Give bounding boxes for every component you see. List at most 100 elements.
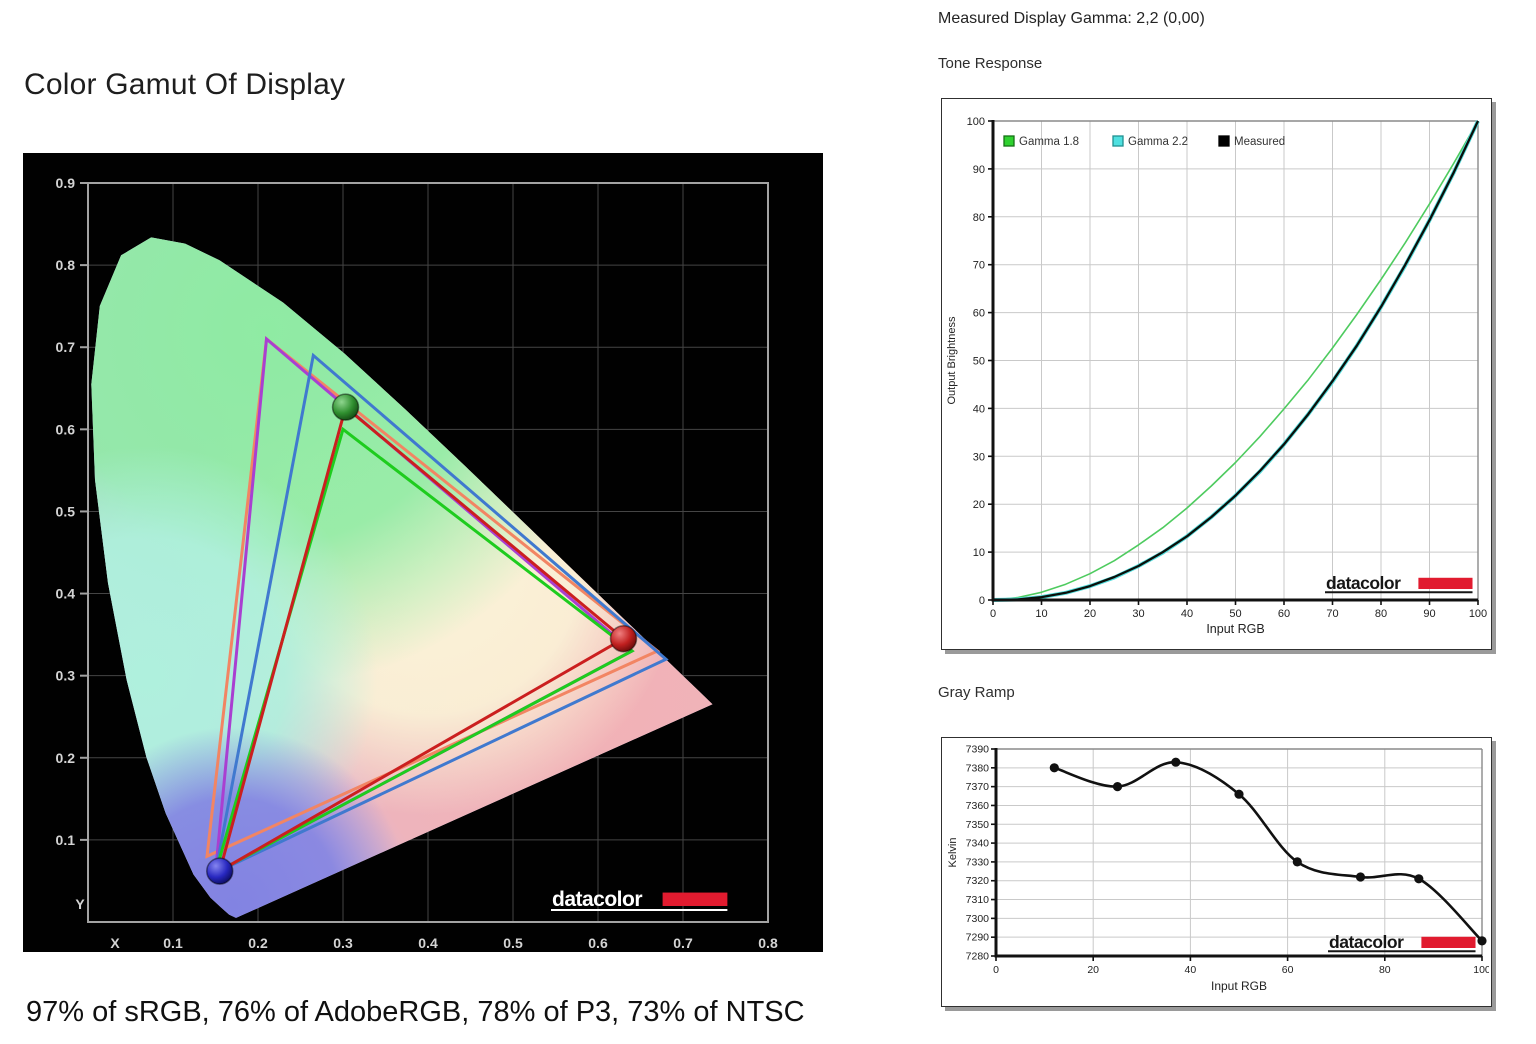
gray-ramp-title: Gray Ramp (938, 684, 1015, 701)
svg-text:50: 50 (1229, 608, 1241, 620)
legend-label-gamma-2-2: Gamma 2.2 (1128, 136, 1188, 148)
legend-label-gamma-1-8: Gamma 1.8 (1019, 136, 1079, 148)
svg-text:0.1: 0.1 (163, 935, 183, 951)
marker-blue-primary (206, 857, 234, 885)
svg-text:0.3: 0.3 (56, 668, 76, 684)
svg-text:90: 90 (973, 164, 985, 176)
svg-text:7370: 7370 (966, 781, 990, 793)
svg-text:90: 90 (1423, 608, 1435, 620)
svg-text:0.5: 0.5 (56, 503, 76, 519)
logo-red-bar (1418, 577, 1473, 589)
svg-text:100: 100 (967, 116, 985, 128)
gray-ramp-point-3 (1234, 789, 1244, 799)
svg-text:60: 60 (973, 308, 985, 320)
gray-ramp-chart: datacolor 7280 7290 7300 7310 7320 7330 7340 735… (941, 737, 1492, 1007)
svg-text:7290: 7290 (966, 932, 990, 944)
svg-text:7300: 7300 (966, 913, 990, 925)
legend-swatch-gamma-2-2 (1112, 135, 1124, 147)
tone-legend: Gamma 1.8 Gamma 2.2 Measured (1003, 135, 1285, 148)
svg-text:7380: 7380 (966, 762, 990, 774)
svg-text:0.4: 0.4 (418, 935, 438, 951)
svg-text:7360: 7360 (966, 800, 990, 812)
gray-y-axis-label: Kelvin (947, 838, 959, 868)
gray-ramp-point-5 (1355, 872, 1366, 882)
gamut-triangle-measured (217, 404, 627, 875)
logo-red-bar (662, 892, 728, 906)
datacolor-logo: datacolor (1328, 932, 1476, 953)
svg-text:0.6: 0.6 (588, 935, 608, 951)
logo-red-bar (1421, 936, 1476, 948)
svg-text:0: 0 (979, 595, 985, 607)
svg-text:0.6: 0.6 (56, 421, 76, 437)
gamut-coverage-summary: 97% of sRGB, 76% of AdobeRGB, 78% of P3,… (26, 996, 805, 1028)
svg-text:20: 20 (1087, 964, 1099, 976)
svg-text:40: 40 (1181, 608, 1193, 620)
svg-text:7280: 7280 (966, 951, 990, 963)
svg-text:100: 100 (1469, 608, 1487, 620)
tone-x-axis-label: Input RGB (1206, 622, 1264, 636)
tone-response-plot: datacolor 0 10 20 30 40 50 60 70 80 90 100 0 10 20 30 40… (946, 116, 1487, 636)
svg-text:80: 80 (973, 212, 985, 224)
page-title: Color Gamut Of Display (24, 68, 346, 101)
svg-text:0.1: 0.1 (56, 832, 76, 848)
gray-ramp-plot: datacolor 7280 7290 7300 7310 7320 7330 7340 735… (947, 744, 1491, 994)
cie-y-axis-label: Y (75, 896, 85, 912)
svg-text:0.3: 0.3 (333, 935, 353, 951)
svg-text:7340: 7340 (966, 838, 990, 850)
gray-x-axis-label: Input RGB (1211, 979, 1267, 993)
legend-swatch-measured (1218, 135, 1230, 147)
svg-text:datacolor: datacolor (1329, 932, 1404, 952)
cie-chromaticity-panel: 0.1 0.2 0.3 0.4 0.5 0.6 0.7 0.8 0.9 0.1 0.2 0.3 0.4 0… (23, 153, 823, 952)
svg-text:80: 80 (1379, 964, 1391, 976)
svg-text:80: 80 (1375, 608, 1387, 620)
svg-text:50: 50 (973, 356, 985, 368)
svg-text:0.4: 0.4 (56, 586, 76, 602)
svg-text:30: 30 (1132, 608, 1144, 620)
gamut-triangle-ntsc (205, 336, 661, 859)
gray-ramp-point-4 (1292, 857, 1302, 867)
svg-text:7390: 7390 (966, 744, 990, 756)
datacolor-logo: datacolor (1325, 573, 1473, 594)
svg-text:0.8: 0.8 (56, 257, 76, 273)
svg-text:40: 40 (973, 403, 985, 415)
gray-ramp-point-7 (1477, 936, 1487, 946)
marker-green-primary (331, 393, 360, 421)
gray-ramp-point-1 (1112, 782, 1123, 792)
svg-text:0: 0 (993, 964, 999, 976)
cie-chromaticity-chart: 0.1 0.2 0.3 0.4 0.5 0.6 0.7 0.8 0.9 0.1 0.2 0.3 0.4 0… (56, 175, 778, 951)
svg-text:60: 60 (1282, 964, 1294, 976)
svg-text:10: 10 (973, 547, 985, 559)
svg-text:0.2: 0.2 (56, 750, 76, 766)
svg-text:datacolor: datacolor (1326, 573, 1401, 593)
svg-text:7310: 7310 (966, 894, 990, 906)
svg-text:datacolor: datacolor (552, 888, 642, 911)
svg-text:7320: 7320 (966, 875, 990, 887)
svg-text:30: 30 (973, 451, 985, 463)
cie-x-axis-label: X (110, 935, 120, 951)
measured-gamma-text: Measured Display Gamma: 2,2 (0,00) (938, 10, 1205, 27)
svg-text:7350: 7350 (966, 819, 990, 831)
svg-text:70: 70 (1326, 608, 1338, 620)
tone-response-title: Tone Response (938, 55, 1043, 72)
legend-swatch-gamma-1-8 (1003, 135, 1015, 147)
svg-text:100: 100 (1473, 964, 1489, 976)
tone-y-axis-label: Output Brightness (946, 316, 958, 405)
svg-text:7330: 7330 (966, 856, 990, 868)
svg-text:20: 20 (973, 499, 985, 511)
svg-text:0.5: 0.5 (503, 935, 523, 951)
gray-ramp-point-2 (1171, 757, 1181, 767)
svg-text:0.7: 0.7 (673, 935, 693, 951)
marker-red-primary (609, 624, 638, 653)
tone-curve-measured (992, 120, 1480, 602)
svg-text:0.9: 0.9 (56, 175, 76, 191)
svg-text:20: 20 (1084, 608, 1096, 620)
tone-curve-gamma-1-8 (992, 120, 1479, 601)
svg-text:0.8: 0.8 (758, 935, 778, 951)
svg-text:10: 10 (1035, 608, 1047, 620)
tone-response-chart: datacolor 0 10 20 30 40 50 60 70 80 90 100 0 10 20 30 40… (941, 98, 1492, 650)
svg-text:0.7: 0.7 (56, 339, 76, 355)
svg-text:0.2: 0.2 (248, 935, 268, 951)
gamut-triangle-p3 (213, 352, 669, 876)
svg-text:0: 0 (990, 608, 996, 620)
